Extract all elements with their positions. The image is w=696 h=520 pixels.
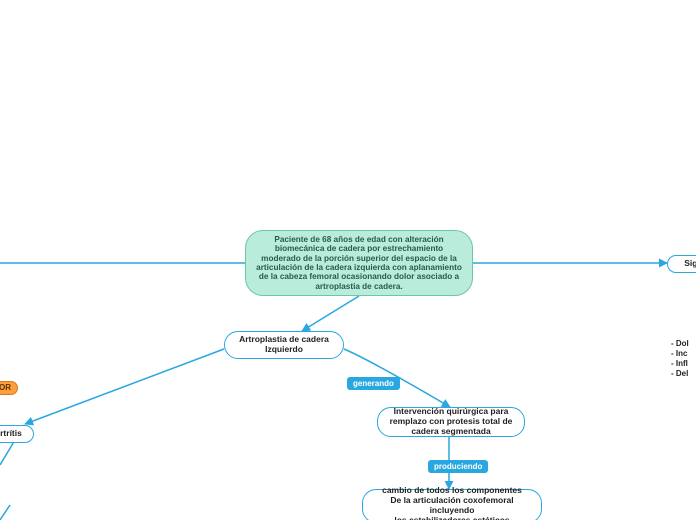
node-rtritis-text: rtrítis: [0, 429, 22, 439]
node-signo: Signo: [667, 255, 696, 273]
node-artroplastia-text: Artroplastia de cadera Izquierdo: [235, 335, 333, 355]
node-main: Paciente de 68 años de edad con alteraci…: [245, 230, 473, 296]
label-generando: generando: [347, 377, 400, 390]
node-artroplastia: Artroplastia de cadera Izquierdo: [224, 331, 344, 359]
node-orange-text: OR: [0, 383, 11, 392]
node-intervencion: Intervención quirúrgica para remplazo co…: [377, 407, 525, 437]
label-produciendo-text: produciendo: [434, 462, 482, 471]
node-cambio: cambio de todos los componentes De la ar…: [362, 489, 542, 520]
node-cambio-text: cambio de todos los componentes De la ar…: [373, 486, 531, 520]
node-main-text: Paciente de 68 años de edad con alteraci…: [256, 235, 462, 292]
label-produciendo: produciendo: [428, 460, 488, 473]
node-signo-text: Signo: [684, 259, 696, 269]
node-rtritis: rtrítis: [0, 425, 34, 443]
node-orange: OR: [0, 381, 18, 395]
label-generando-text: generando: [353, 379, 394, 388]
right-list: - Dol - Inc - Infl - Del: [671, 339, 689, 379]
node-intervencion-text: Intervención quirúrgica para remplazo co…: [388, 407, 514, 436]
